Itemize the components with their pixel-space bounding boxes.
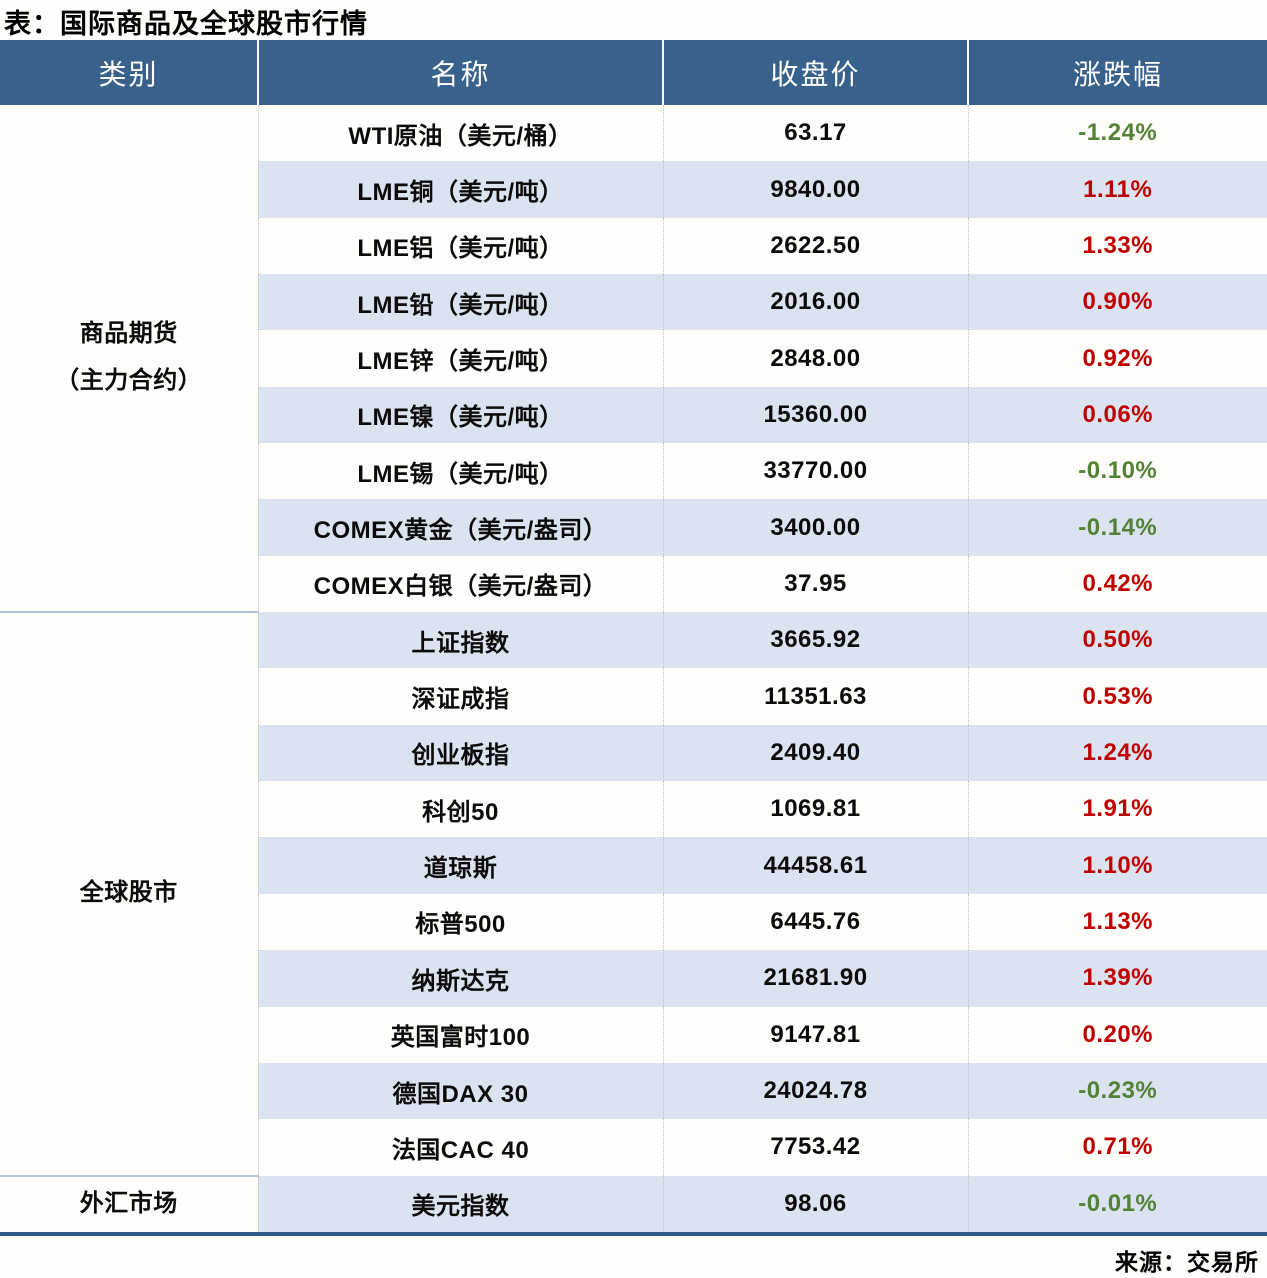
change-percent-cell: 0.90% [967,274,1267,331]
name-cell: 纳斯达克 [257,950,663,1007]
close-price-cell: 63.17 [662,105,968,162]
close-price-cell: 9147.81 [662,1006,968,1063]
name-cell: LME镍（美元/吨） [257,386,663,444]
name-cell: LME铅（美元/吨） [257,274,663,331]
change-percent-cell: 1.24% [967,724,1267,782]
close-price-cell: 1069.81 [662,781,968,838]
table-row: 深证成指 11351.63 0.53% [0,668,1267,725]
source-label: 来源：交易所 [1115,1248,1259,1275]
table-row: 全球股市 上证指数 3665.92 0.50% [0,611,1267,1176]
table-row: 德国DAX 30 24024.78 -0.23% [0,1062,1267,1120]
table-row: 英国富时100 9147.81 0.20% [0,1006,1267,1063]
name-cell: 科创50 [257,781,663,838]
table-row: 法国CAC 40 7753.42 0.71% [0,1119,1267,1176]
change-percent-cell: 0.53% [967,668,1267,725]
market-table: 类别 名称 收盘价 涨跌幅 商品期货 （主力合约） WTI原油（美元/桶） 63.17… [0,40,1267,1232]
table-row: LME镍（美元/吨） 15360.00 0.06% [0,386,1267,444]
change-percent-cell: 0.42% [967,555,1267,613]
name-cell: 美元指数 [257,1175,663,1232]
close-price-cell: 2409.40 [662,724,968,782]
col-header-category: 类别 [0,40,258,105]
close-price-cell: 6445.76 [662,893,968,951]
name-cell: COMEX白银（美元/盎司） [257,555,663,613]
name-cell: 创业板指 [257,724,663,782]
change-percent-cell: -0.14% [967,499,1267,556]
name-cell: 法国CAC 40 [257,1119,663,1176]
name-cell: 英国富时100 [257,1006,663,1063]
close-price-cell: 21681.90 [662,950,968,1007]
table-body: 商品期货 （主力合约） WTI原油（美元/桶） 63.17 -1.24% LME铜（美元/… [0,105,1267,1232]
close-price-cell: 2848.00 [662,330,968,387]
close-price-cell: 2016.00 [662,274,968,331]
name-cell: LME铜（美元/吨） [257,161,663,218]
close-price-cell: 24024.78 [662,1062,968,1120]
close-price-cell: 9840.00 [662,161,968,218]
name-cell: 道琼斯 [257,837,663,894]
table-row: LME锡（美元/吨） 33770.00 -0.10% [0,443,1267,500]
change-percent-cell: 0.20% [967,1006,1267,1063]
market-table-wrapper: 类别 名称 收盘价 涨跌幅 商品期货 （主力合约） WTI原油（美元/桶） 63.17… [0,40,1267,1236]
change-percent-cell: -0.01% [967,1175,1267,1232]
table-row: LME铜（美元/吨） 9840.00 1.11% [0,161,1267,218]
name-cell: 深证成指 [257,668,663,725]
table-row: 纳斯达克 21681.90 1.39% [0,950,1267,1007]
table-row: LME铝（美元/吨） 2622.50 1.33% [0,217,1267,275]
change-percent-cell: 1.11% [967,161,1267,218]
table-row: 外汇市场 美元指数 98.06 -0.01% [0,1174,1267,1232]
close-price-cell: 3400.00 [662,499,968,556]
close-price-cell: 2622.50 [662,217,968,275]
table-row: 科创50 1069.81 1.91% [0,781,1267,838]
category-line: 全球股市 [79,879,178,907]
change-percent-cell: 1.91% [967,781,1267,838]
table-row: LME铅（美元/吨） 2016.00 0.90% [0,274,1267,331]
col-header-close: 收盘价 [662,40,968,105]
category-line: 商品期货 [79,320,178,348]
table-row: LME锌（美元/吨） 2848.00 0.92% [0,330,1267,387]
name-cell: 德国DAX 30 [257,1062,663,1120]
change-percent-cell: 0.06% [967,386,1267,444]
change-percent-cell: 0.71% [967,1119,1267,1176]
close-price-cell: 98.06 [662,1175,968,1232]
name-cell: LME锡（美元/吨） [257,443,663,500]
name-cell: 标普500 [257,893,663,951]
name-cell: 上证指数 [257,612,663,669]
name-cell: LME铝（美元/吨） [257,217,663,275]
table-row: COMEX黄金（美元/盎司） 3400.00 -0.14% [0,499,1267,556]
close-price-cell: 33770.00 [662,443,968,500]
close-price-cell: 7753.42 [662,1119,968,1176]
table-row: 商品期货 （主力合约） WTI原油（美元/桶） 63.17 -1.24% [0,105,1267,613]
category-line: 外汇市场 [79,1189,178,1217]
change-percent-cell: 0.50% [967,612,1267,669]
close-price-cell: 37.95 [662,555,968,613]
close-price-cell: 15360.00 [662,386,968,444]
category-line: （主力合约） [55,367,203,395]
category-cell: 外汇市场 [0,1174,258,1232]
table-row: 创业板指 2409.40 1.24% [0,724,1267,782]
category-cell: 商品期货 （主力合约） [0,105,258,613]
change-percent-cell: 1.39% [967,950,1267,1007]
name-cell: COMEX黄金（美元/盎司） [257,499,663,556]
change-percent-cell: -0.10% [967,443,1267,500]
close-price-cell: 11351.63 [662,668,968,725]
table-row: 标普500 6445.76 1.13% [0,893,1267,951]
change-percent-cell: -0.23% [967,1062,1267,1120]
change-percent-cell: 1.13% [967,893,1267,951]
name-cell: WTI原油（美元/桶） [257,105,663,162]
change-percent-cell: 0.92% [967,330,1267,387]
table-row: 道琼斯 44458.61 1.10% [0,837,1267,894]
category-cell: 全球股市 [0,611,258,1176]
col-header-change: 涨跌幅 [967,40,1267,105]
change-percent-cell: 1.10% [967,837,1267,894]
close-price-cell: 3665.92 [662,612,968,669]
col-header-name: 名称 [257,40,663,105]
name-cell: LME锌（美元/吨） [257,330,663,387]
change-percent-cell: 1.33% [967,217,1267,275]
table-header: 类别 名称 收盘价 涨跌幅 [0,40,1267,105]
page-title: 表：国际商品及全球股市行情 [4,9,368,39]
change-percent-cell: -1.24% [967,105,1267,162]
table-row: COMEX白银（美元/盎司） 37.95 0.42% [0,555,1267,613]
header-row: 类别 名称 收盘价 涨跌幅 [0,40,1267,105]
close-price-cell: 44458.61 [662,837,968,894]
